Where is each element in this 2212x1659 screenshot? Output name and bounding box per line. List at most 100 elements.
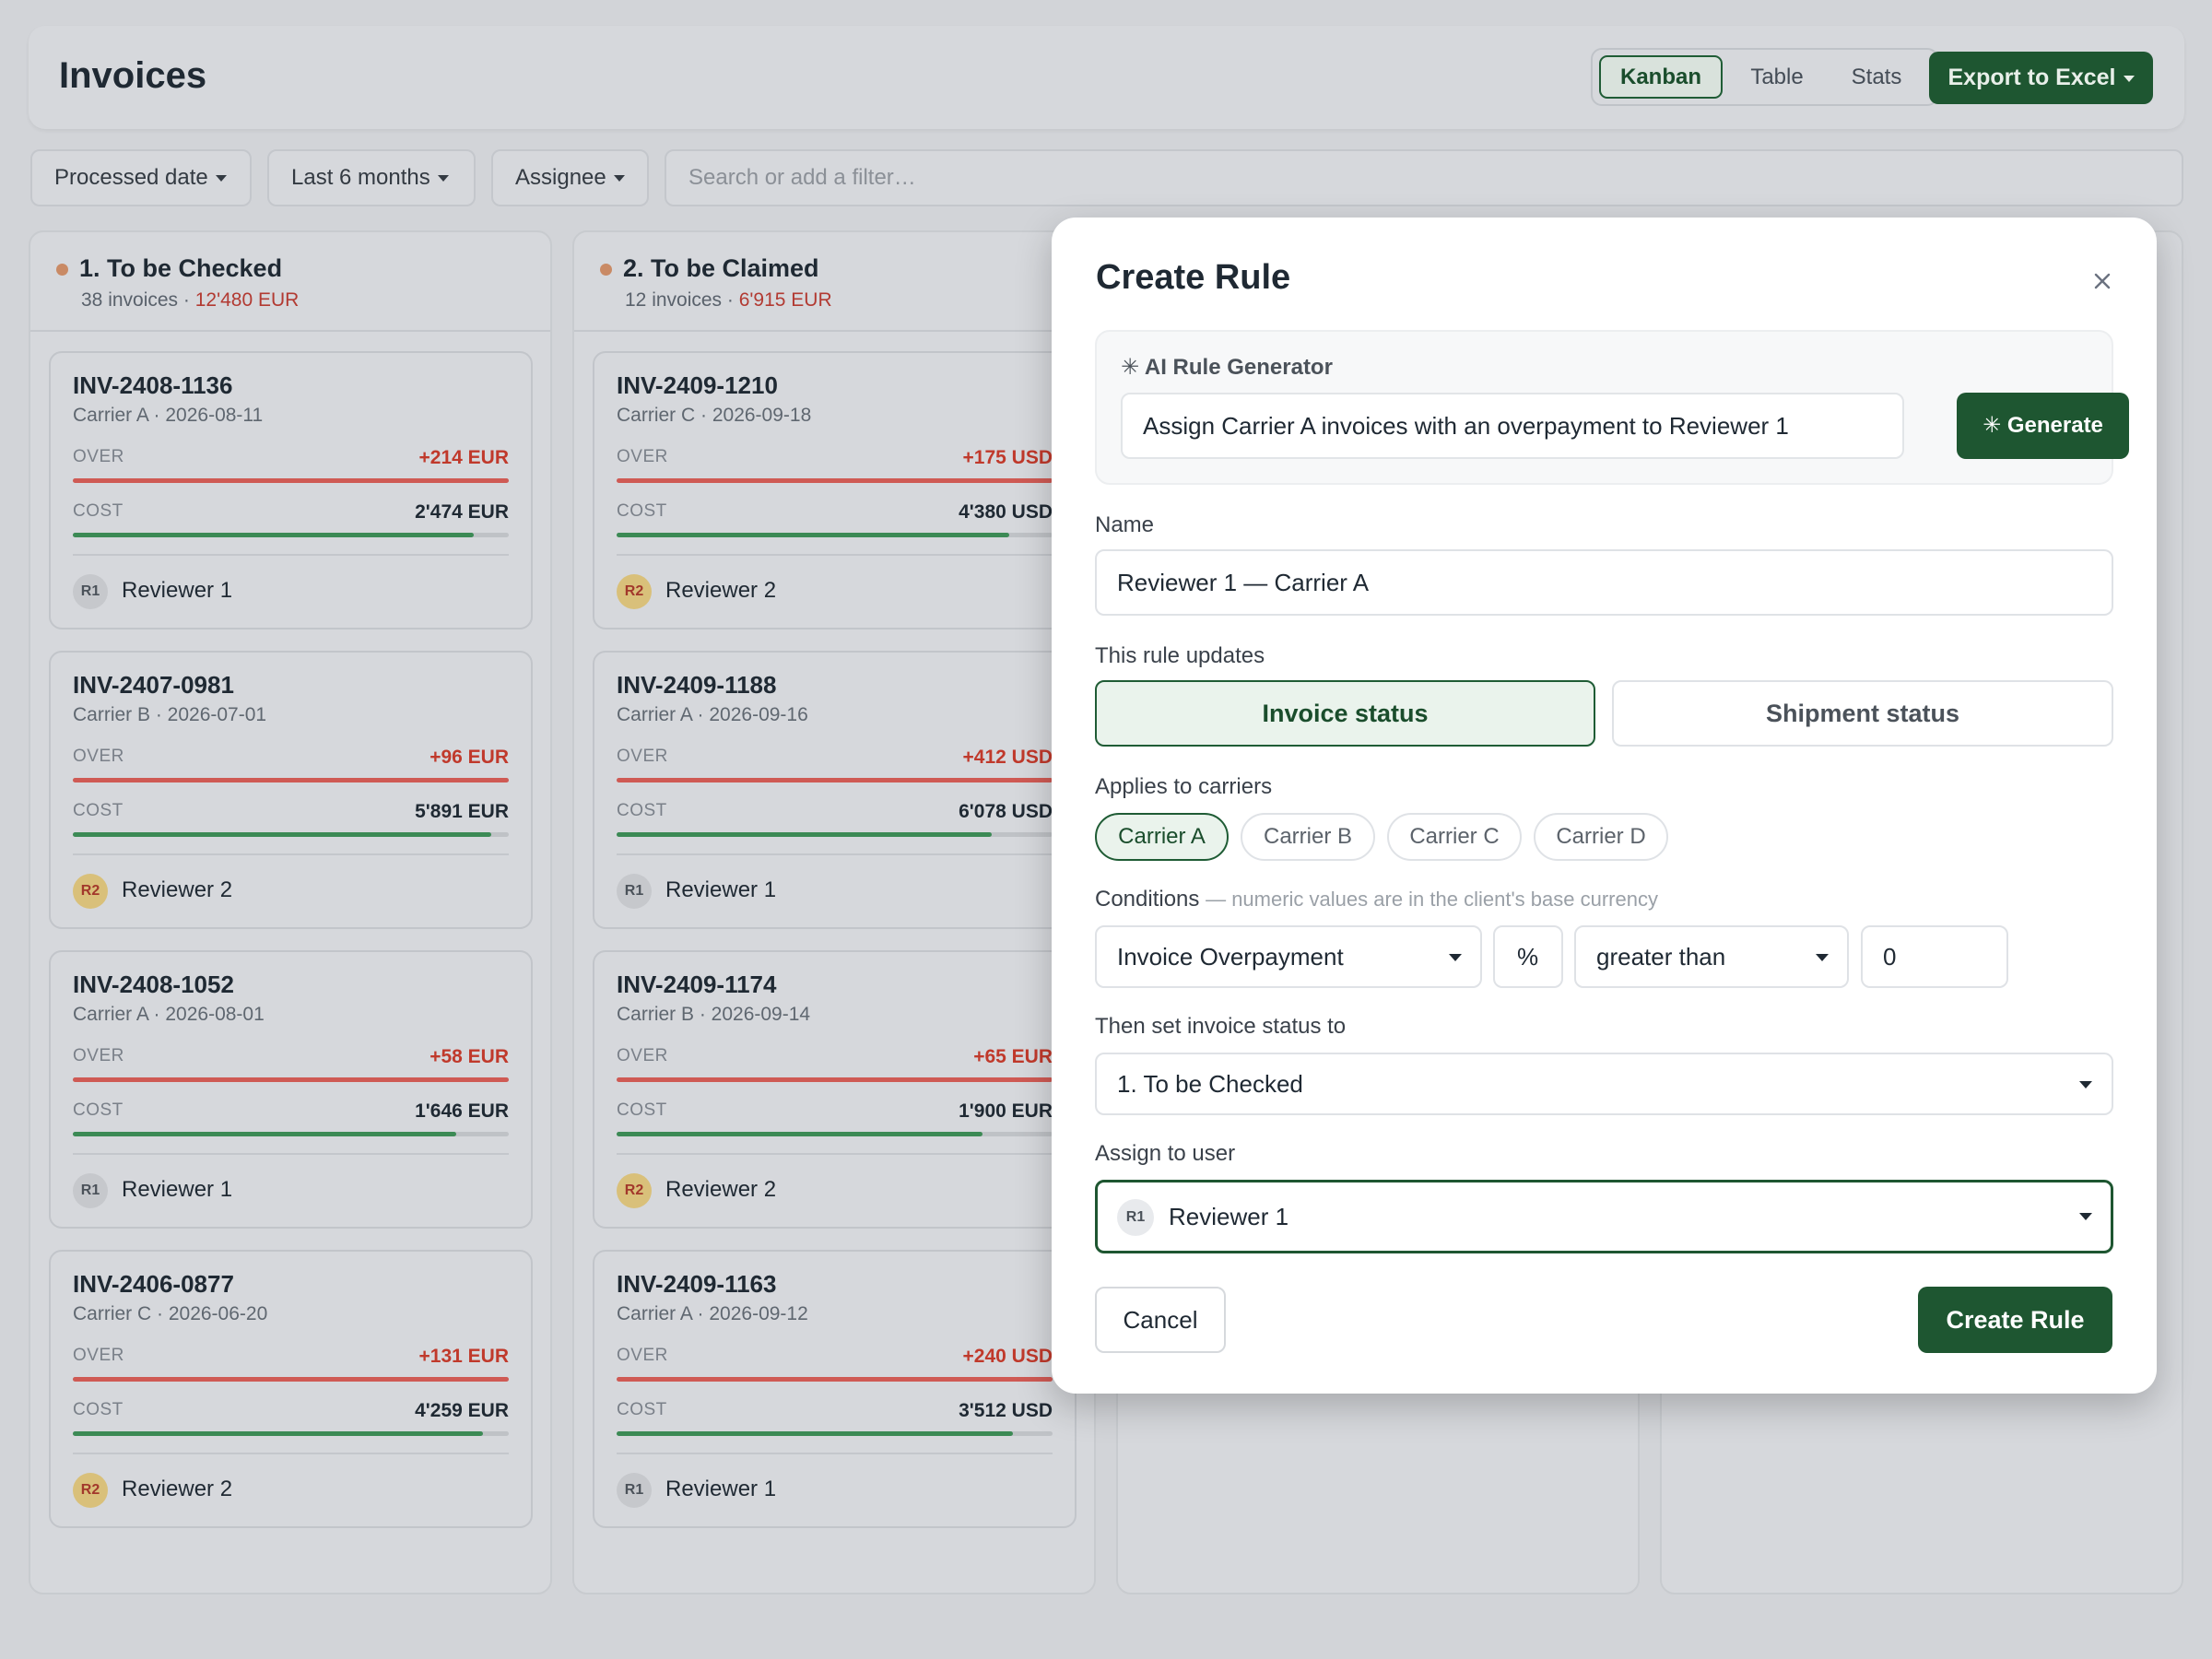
cost-bar [617, 832, 1053, 837]
assignee-filter[interactable]: Assignee [491, 149, 649, 206]
invoice-status-toggle[interactable]: Invoice status [1095, 680, 1595, 747]
tab-table[interactable]: Table [1750, 65, 1804, 89]
card-divider [617, 1453, 1053, 1454]
cost-label: COST [617, 1100, 667, 1120]
cost-bar [73, 533, 509, 537]
over-bar-fill [73, 1077, 509, 1082]
invoice-id: INV-2409-1163 [617, 1270, 777, 1298]
over-bar [617, 1077, 1053, 1082]
tab-stats[interactable]: Stats [1851, 65, 1902, 89]
invoice-meta: Carrier C · 2026-06-20 [73, 1303, 268, 1324]
cost-amount: 2'474 EUR [415, 501, 509, 523]
cost-bar [73, 1132, 509, 1136]
carrier-chip-d[interactable]: Carrier D [1534, 813, 1668, 861]
assign-user-select[interactable]: R1 Reviewer 1 [1095, 1180, 2113, 1253]
invoice-id: INV-2406-0877 [73, 1270, 234, 1298]
invoice-card[interactable]: INV-2406-0877 Carrier C · 2026-06-20 OVER +… [49, 1250, 533, 1528]
tab-kanban[interactable]: Kanban [1599, 55, 1723, 99]
cost-label: COST [73, 501, 124, 521]
invoice-meta: Carrier A · 2026-09-12 [617, 1303, 808, 1324]
carriers-label: Applies to carriers [1095, 774, 1273, 799]
modal-title: Create Rule [1096, 258, 1291, 297]
invoice-card[interactable]: INV-2409-1163 Carrier A · 2026-09-12 OVER +… [593, 1250, 1077, 1528]
name-label: Name [1095, 512, 1155, 537]
search-input[interactable]: Search or add a filter… [665, 149, 2183, 206]
shipment-status-toggle[interactable]: Shipment status [1612, 680, 2113, 747]
over-bar [73, 1377, 509, 1382]
assignee-name: Reviewer 2 [122, 877, 233, 902]
over-amount: +65 EUR [973, 1046, 1053, 1067]
avatar: R2 [73, 1473, 108, 1508]
condition-unit-select[interactable]: % [1493, 925, 1563, 988]
carrier-chip-b[interactable]: Carrier B [1241, 813, 1375, 861]
status-select[interactable]: 1. To be Checked [1095, 1053, 2113, 1115]
conditions-hint: — numeric values are in the client's bas… [1206, 888, 1658, 911]
cost-amount: 6'078 USD [959, 801, 1053, 822]
invoice-card[interactable]: INV-2407-0981 Carrier B · 2026-07-01 OVER +… [49, 651, 533, 929]
over-label: OVER [617, 447, 668, 466]
carrier-chip-c[interactable]: Carrier C [1387, 813, 1522, 861]
condition-operator-select[interactable]: greater than [1574, 925, 1849, 988]
over-label: OVER [73, 747, 124, 766]
processed-date-filter[interactable]: Processed date [30, 149, 252, 206]
export-to-excel-button[interactable]: Export to Excel [1929, 52, 2153, 104]
conditions-label: Conditions — numeric values are in the c… [1095, 887, 1658, 912]
name-input[interactable]: Reviewer 1 — Carrier A [1095, 549, 2113, 616]
cost-label: COST [73, 1400, 124, 1419]
avatar: R1 [73, 1173, 108, 1208]
cost-amount: 4'259 EUR [415, 1400, 509, 1421]
condition-field-select[interactable]: Invoice Overpayment [1095, 925, 1482, 988]
ai-prompt-input[interactable]: Assign Carrier A invoices with an overpa… [1121, 393, 1904, 459]
over-bar-fill [73, 1377, 509, 1382]
column-summary: 12 invoices · 6'915 EUR [625, 289, 832, 311]
cost-bar-fill [617, 1431, 1014, 1436]
carrier-chip-a[interactable]: Carrier A [1095, 813, 1229, 861]
card-divider [73, 554, 509, 556]
export-label: Export to Excel [1947, 65, 2116, 90]
app-header: Invoices Kanban Table Stats Export to Ex… [29, 26, 2184, 129]
date-range-label: Last 6 months [291, 165, 430, 190]
avatar: R1 [617, 1473, 652, 1508]
date-range-filter[interactable]: Last 6 months [267, 149, 476, 206]
cancel-button[interactable]: Cancel [1095, 1287, 1226, 1353]
invoice-meta: Carrier C · 2026-09-18 [617, 405, 812, 426]
cost-amount: 1'900 EUR [959, 1100, 1053, 1122]
over-bar-fill [617, 778, 1053, 782]
invoice-meta: Carrier A · 2026-08-01 [73, 1004, 265, 1025]
condition-operator-value: greater than [1596, 943, 1726, 971]
cost-bar-fill [73, 1132, 457, 1136]
column-count: 38 invoices [81, 289, 179, 311]
avatar: R2 [617, 574, 652, 609]
invoice-id: INV-2409-1174 [617, 971, 777, 998]
conditions-title: Conditions [1095, 887, 1200, 912]
condition-value-input[interactable]: 0 [1861, 925, 2008, 988]
column-amount: 6'915 EUR [738, 289, 832, 311]
over-amount: +412 USD [962, 747, 1053, 768]
invoice-card[interactable]: INV-2408-1136 Carrier A · 2026-08-11 OVER +… [49, 351, 533, 629]
over-amount: +131 EUR [418, 1346, 509, 1367]
card-divider [617, 853, 1053, 855]
cost-label: COST [617, 1400, 667, 1419]
invoice-meta: Carrier A · 2026-08-11 [73, 405, 264, 426]
generate-button[interactable]: ✳ Generate [1957, 393, 2129, 459]
invoice-card[interactable]: INV-2408-1052 Carrier A · 2026-08-01 OVER +… [49, 950, 533, 1229]
cost-amount: 4'380 USD [959, 501, 1053, 523]
over-bar [73, 778, 509, 782]
then-label: Then set invoice status to [1095, 1014, 1347, 1039]
chevron-down-icon [2079, 1081, 2092, 1088]
card-divider [617, 554, 1053, 556]
updates-label: This rule updates [1095, 643, 1265, 668]
cost-bar [617, 533, 1053, 537]
status-dot [600, 264, 612, 276]
invoice-card[interactable]: INV-2409-1174 Carrier B · 2026-09-14 OVER +… [593, 950, 1077, 1229]
avatar: R1 [617, 874, 652, 909]
cost-bar-fill [73, 533, 475, 537]
cost-bar-fill [617, 1132, 983, 1136]
chevron-down-icon [437, 175, 449, 182]
close-icon[interactable] [2088, 267, 2116, 295]
invoice-card[interactable]: INV-2409-1210 Carrier C · 2026-09-18 OVER +… [593, 351, 1077, 629]
invoice-card[interactable]: INV-2409-1188 Carrier A · 2026-09-16 OVER +… [593, 651, 1077, 929]
cost-amount: 5'891 EUR [415, 801, 509, 822]
create-rule-button[interactable]: Create Rule [1918, 1287, 2112, 1353]
condition-field-value: Invoice Overpayment [1117, 943, 1344, 971]
